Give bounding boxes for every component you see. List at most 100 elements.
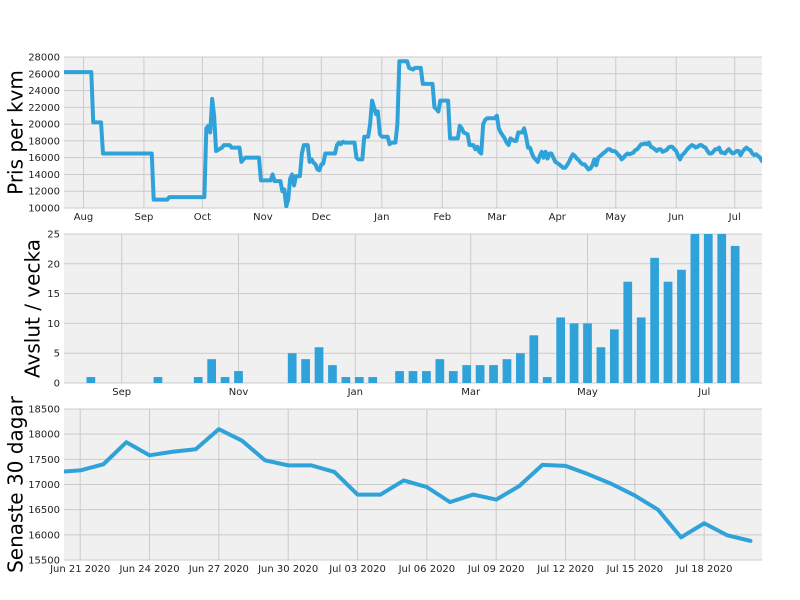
bar [448, 371, 458, 383]
bar [596, 347, 606, 383]
y-axis-label: Avslut / vecka [21, 239, 45, 378]
bar [690, 234, 700, 383]
x-tick-label: Jul 09 2020 [467, 564, 525, 575]
bar [234, 371, 243, 383]
x-tick-label: Oct [194, 212, 211, 223]
bar [529, 335, 539, 383]
x-tick-label: Sep [135, 212, 154, 223]
x-tick-label: Jul [697, 387, 710, 398]
bar [489, 365, 498, 383]
bar [422, 371, 431, 383]
series-line [64, 427, 753, 543]
x-tick-label: Jul 03 2020 [328, 564, 386, 575]
x-tick-label: Jan [347, 387, 363, 398]
bar [650, 257, 659, 383]
bar [730, 245, 740, 383]
bar [717, 234, 727, 383]
bar [542, 377, 552, 383]
bar [341, 377, 351, 383]
deals-per-week-panel: 0 5 10 15 20 25 Sep Nov Jan Mar May Jul Avslut / vec… [21, 230, 762, 398]
data-layer [86, 234, 740, 383]
bar [301, 359, 310, 383]
price-per-sqm-panel: 10000 12000 14000 16000 18000 20000 22000 24000… [4, 53, 762, 223]
y-tick-label: 25 [47, 230, 60, 241]
bar [462, 365, 472, 383]
bar [636, 317, 646, 383]
series-line [64, 59, 762, 208]
bar [368, 377, 378, 383]
x-tick-label: Jun 30 2020 [257, 564, 318, 575]
bar [623, 281, 633, 383]
y-tick-label: 16500 [28, 505, 60, 516]
x-tick-label: Mar [487, 212, 507, 223]
y-tick-label: 0 [54, 379, 60, 390]
x-tick-label: Jul 18 2020 [675, 564, 733, 575]
last-30-days-panel: 15500 16000 16500 17000 17500 18000 18500 Jun 2… [4, 395, 762, 575]
y-tick-label: 16000 [28, 530, 60, 541]
bar [475, 365, 485, 383]
y-tick-label: 18000 [28, 136, 60, 147]
bar [609, 329, 619, 383]
y-tick-label: 26000 [28, 69, 60, 80]
bar [677, 269, 686, 383]
y-axis-label: Senaste 30 dagar [4, 395, 28, 573]
y-tick-label: 15 [47, 289, 60, 300]
y-tick-label: 15500 [28, 556, 60, 567]
y-tick-label: 12000 [28, 187, 60, 198]
bar [556, 317, 566, 383]
bar [207, 359, 217, 383]
x-tick-label: May [605, 212, 626, 223]
bar [502, 359, 512, 383]
y-tick-label: 28000 [28, 53, 60, 64]
x-tick-label: Dec [312, 212, 331, 223]
y-tick-label: 17500 [28, 455, 60, 466]
bar [663, 281, 673, 383]
y-tick-label: 16000 [28, 153, 60, 164]
bar [395, 371, 404, 383]
x-tick-label: Jul 06 2020 [398, 564, 456, 575]
data-layer [64, 427, 753, 543]
y-axis-label: Pris per kvm [4, 70, 28, 195]
y-tick-label: 20 [47, 259, 60, 270]
y-tick-label: 18000 [28, 430, 60, 441]
bar [193, 377, 203, 383]
y-tick-label: 22000 [28, 103, 60, 114]
bar [86, 377, 96, 383]
bar [516, 353, 525, 383]
x-tick-label: Jul [728, 212, 741, 223]
bar [408, 371, 418, 383]
x-tick-label: Aug [74, 212, 94, 223]
y-tick-label: 24000 [28, 86, 60, 97]
x-tick-label: Nov [253, 212, 273, 223]
bar [220, 377, 230, 383]
x-tick-label: Apr [549, 212, 567, 223]
x-tick-label: Jun 24 2020 [118, 564, 179, 575]
y-tick-label: 17000 [28, 480, 60, 491]
data-layer [64, 59, 762, 208]
bar [314, 347, 324, 383]
x-tick-label: Jun 27 2020 [188, 564, 249, 575]
bar [328, 365, 337, 383]
bar [354, 377, 364, 383]
bar [583, 323, 592, 383]
x-tick-label: Jan [373, 212, 389, 223]
x-tick-label: Jul 12 2020 [536, 564, 594, 575]
x-tick-label: May [577, 387, 598, 398]
bar [569, 323, 579, 383]
x-tick-label: Sep [112, 387, 131, 398]
plot-background [64, 234, 762, 383]
y-tick-label: 18500 [28, 405, 60, 416]
x-tick-label: Mar [461, 387, 481, 398]
y-tick-label: 5 [54, 349, 60, 360]
y-tick-label: 14000 [28, 170, 60, 181]
x-tick-label: Jun [667, 212, 684, 223]
bar [435, 359, 445, 383]
y-tick-label: 10000 [28, 204, 60, 215]
plot-background [64, 57, 762, 208]
y-tick-label: 10 [47, 319, 60, 330]
bar [153, 377, 163, 383]
x-tick-label: Jul 15 2020 [606, 564, 664, 575]
bar [287, 353, 297, 383]
x-tick-label: Nov [229, 387, 249, 398]
